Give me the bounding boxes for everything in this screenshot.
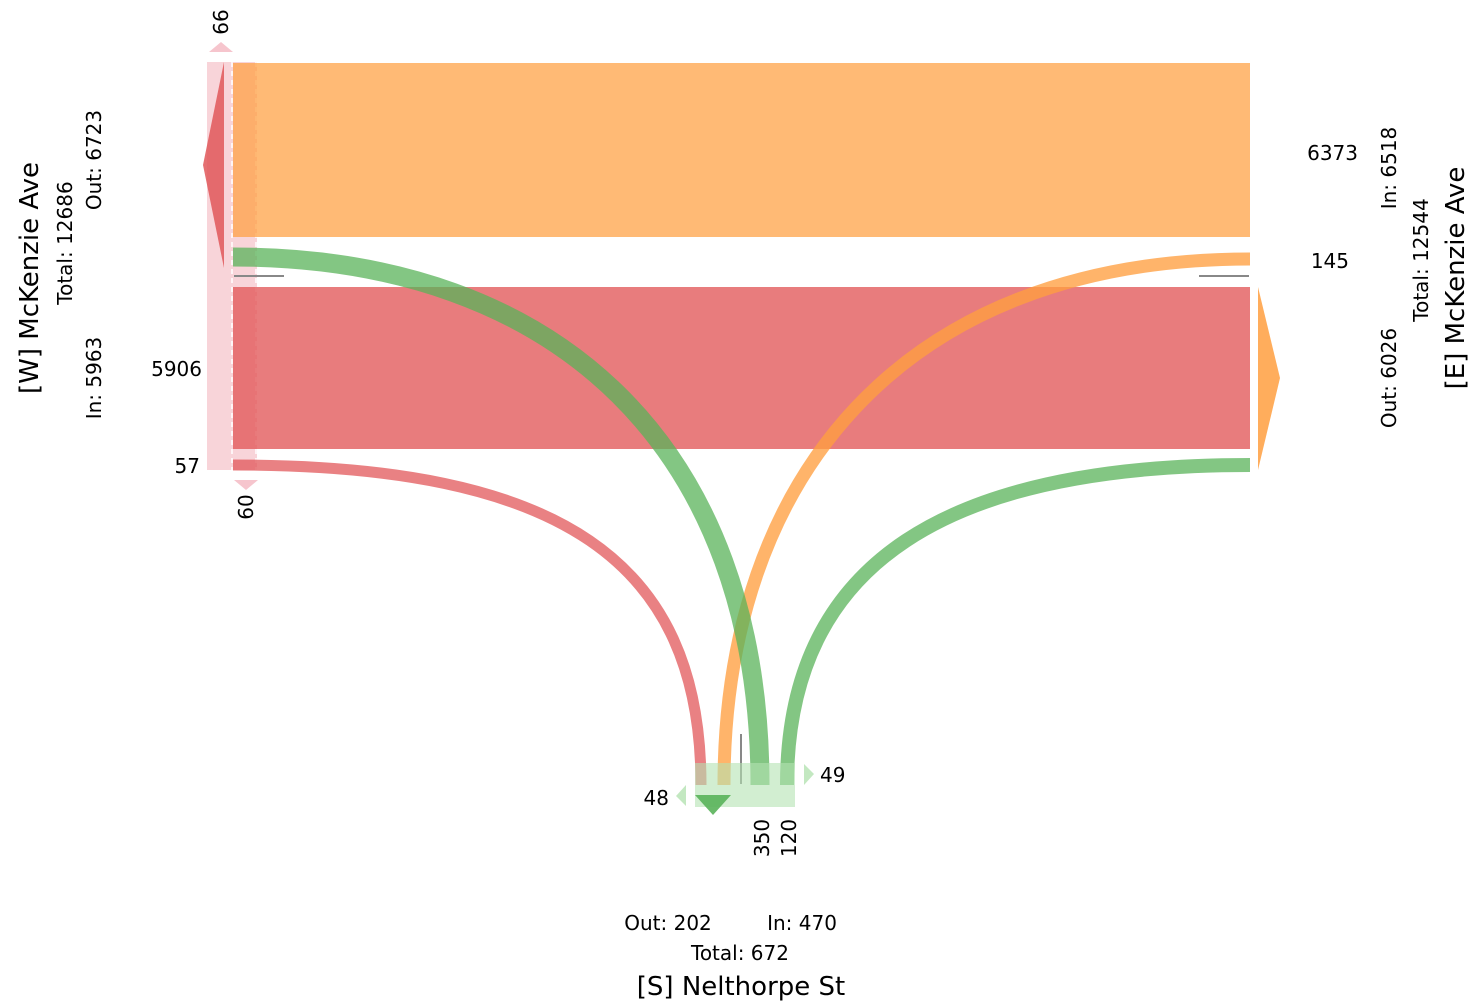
label-south-through-b: 120 <box>777 819 801 857</box>
label-east-left: 145 <box>1311 249 1349 273</box>
label-west-uturn-top: 66 <box>209 9 233 34</box>
flow-east-to-south <box>717 252 1251 786</box>
south-out: Out: 202 <box>624 911 712 935</box>
label-west-uturn-bottom: 60 <box>234 494 258 519</box>
label-south-right-out: 49 <box>820 763 845 787</box>
west-uturn-arrow-top <box>209 42 233 52</box>
flow-south-to-west <box>232 247 770 786</box>
label-west-right: 57 <box>175 454 200 478</box>
east-exit-arrow <box>1258 287 1280 470</box>
label-west-through: 5906 <box>151 357 202 381</box>
label-south-through-a: 350 <box>750 819 774 857</box>
west-exit-arrow <box>203 62 224 268</box>
flow-south-to-east <box>780 458 1251 786</box>
south-exit-arrow <box>695 795 731 815</box>
east-out: Out: 6026 <box>1377 328 1401 428</box>
south-total: Total: 672 <box>690 941 789 965</box>
label-south-left-out: 48 <box>644 786 669 810</box>
south-in: In: 470 <box>767 911 837 935</box>
flow-west-to-east <box>233 287 1250 449</box>
south-approach-band <box>695 763 795 785</box>
west-approach-name: [W] McKenzie Ave <box>15 162 45 394</box>
south-approach-name: [S] Nelthorpe St <box>637 972 845 1002</box>
south-uturn-arrow-right <box>804 764 814 785</box>
east-in: In: 6518 <box>1377 127 1401 210</box>
east-approach-name: [E] McKenzie Ave <box>1441 167 1471 390</box>
west-in: In: 5963 <box>82 337 106 420</box>
west-uturn-arrow-bottom <box>234 480 258 490</box>
label-east-through: 6373 <box>1307 141 1358 165</box>
west-total: Total: 12686 <box>53 181 77 305</box>
east-total: Total: 12544 <box>1409 198 1433 322</box>
west-out: Out: 6723 <box>82 110 106 210</box>
south-uturn-arrow-left <box>676 785 686 806</box>
flow-east-to-west <box>233 63 1250 237</box>
flow-west-to-south <box>232 459 707 786</box>
